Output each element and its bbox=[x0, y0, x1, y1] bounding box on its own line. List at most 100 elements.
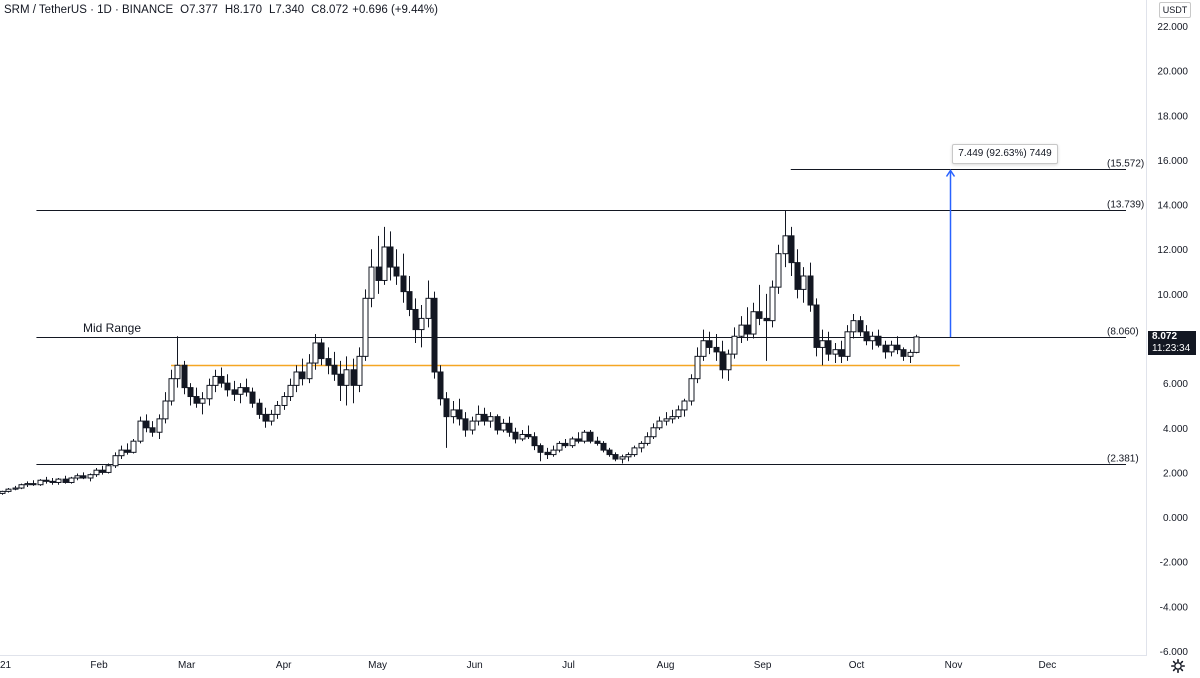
candle-body bbox=[581, 431, 588, 442]
candle-body bbox=[406, 291, 413, 310]
candle-body bbox=[343, 369, 350, 386]
gear-icon[interactable] bbox=[1171, 659, 1185, 673]
price-tick-label: 10.000 bbox=[1157, 290, 1188, 301]
candle-body bbox=[412, 308, 419, 331]
candle-body bbox=[262, 413, 269, 422]
time-tick-label: Sep bbox=[754, 660, 772, 671]
candle-body bbox=[168, 378, 175, 402]
price-tick-label: 4.000 bbox=[1163, 424, 1188, 435]
candle-body bbox=[788, 235, 795, 264]
candle-body bbox=[337, 373, 344, 386]
candle-body bbox=[237, 387, 244, 395]
candle-body bbox=[393, 266, 400, 277]
candle-body bbox=[606, 449, 613, 456]
last-price-tag: 8.072 11:23:34 bbox=[1148, 331, 1196, 355]
candle-body bbox=[137, 420, 144, 442]
candle-body bbox=[750, 311, 757, 335]
candle-body bbox=[80, 475, 87, 479]
candle-body bbox=[325, 358, 332, 366]
candle-body bbox=[763, 317, 770, 322]
candle-body bbox=[631, 447, 638, 456]
level-label: (15.572) bbox=[1107, 159, 1144, 170]
candle-body bbox=[719, 351, 726, 371]
candle-body bbox=[669, 416, 676, 420]
measure-label: 7.449 (92.63%) 7449 bbox=[952, 144, 1058, 164]
candle-body bbox=[650, 427, 657, 438]
candle-body bbox=[775, 253, 782, 288]
candle-body bbox=[475, 413, 482, 422]
candle-body bbox=[293, 371, 300, 386]
candle-body bbox=[663, 418, 670, 422]
candle-body bbox=[437, 371, 444, 400]
candle-body bbox=[212, 375, 219, 386]
candle-body bbox=[156, 418, 163, 433]
time-tick-label: Oct bbox=[849, 660, 865, 671]
candle-body bbox=[105, 465, 112, 473]
candle-body bbox=[882, 344, 889, 353]
time-tick-label: 21 bbox=[0, 660, 12, 671]
horizontal-levels: (15.572) (13.739) (8.060) (2.381) bbox=[36, 159, 1144, 465]
symbol-title[interactable]: SRM / TetherUS · 1D · BINANCE bbox=[4, 4, 174, 16]
candle-body bbox=[625, 454, 632, 458]
low-value: 7.340 bbox=[275, 4, 305, 16]
candle-body bbox=[769, 286, 776, 322]
candle-body bbox=[243, 387, 250, 393]
candle-body bbox=[494, 416, 501, 431]
candle-body bbox=[706, 340, 713, 348]
candle-body bbox=[537, 445, 544, 453]
change-value: +0.696 (+9.44%) bbox=[352, 4, 438, 16]
candle-body bbox=[800, 275, 807, 290]
time-axis[interactable]: 21 Feb Mar Apr May Jun Jul Aug Sep Oct Nov Dec bbox=[0, 660, 1056, 671]
price-tick-label: 12.000 bbox=[1157, 245, 1188, 256]
candle-body bbox=[387, 246, 394, 268]
candle-body bbox=[594, 440, 601, 444]
time-tick-label: Nov bbox=[945, 660, 963, 671]
candle-body bbox=[5, 488, 12, 492]
candle-body bbox=[149, 427, 156, 433]
candle-body bbox=[700, 340, 707, 357]
time-tick-label: Jun bbox=[467, 660, 483, 671]
candle-body bbox=[913, 336, 920, 353]
candle-body bbox=[37, 479, 44, 486]
level-label: (2.381) bbox=[1107, 454, 1139, 465]
candle-body bbox=[638, 442, 645, 449]
time-tick-label: May bbox=[368, 660, 387, 671]
candle-body bbox=[87, 474, 94, 479]
candle-body bbox=[30, 483, 37, 486]
open-label: O bbox=[180, 4, 190, 16]
candle-body bbox=[425, 297, 432, 319]
mid-range-label: Mid Range bbox=[83, 321, 141, 335]
candle-body bbox=[224, 382, 231, 391]
candle-body bbox=[487, 416, 494, 422]
candle-body bbox=[199, 398, 206, 404]
candle-body bbox=[907, 351, 914, 357]
candle-body bbox=[656, 420, 663, 429]
candle-body bbox=[844, 331, 851, 357]
candle-body bbox=[694, 355, 701, 380]
high-label: H bbox=[224, 4, 234, 16]
candle-body bbox=[74, 475, 81, 479]
candle-body bbox=[318, 342, 325, 360]
price-tick-label: 18.000 bbox=[1157, 111, 1188, 122]
bar-countdown: 11:23:34 bbox=[1152, 343, 1191, 354]
price-tick-label: 16.000 bbox=[1157, 156, 1188, 167]
candle-body bbox=[181, 364, 188, 389]
last-price: 8.072 bbox=[1152, 331, 1178, 342]
currency-button[interactable]: USDT bbox=[1159, 2, 1191, 18]
candle-body bbox=[857, 320, 864, 333]
candle-body bbox=[287, 384, 294, 398]
candle-body bbox=[863, 331, 870, 342]
candle-body bbox=[738, 324, 745, 337]
candle-body bbox=[118, 449, 125, 457]
candle-body bbox=[43, 479, 50, 482]
candle-body bbox=[206, 384, 213, 400]
price-tick-label: -6.000 bbox=[1160, 647, 1189, 658]
price-tick-label: 20.000 bbox=[1157, 67, 1188, 78]
candle-body bbox=[312, 342, 319, 364]
candle-body bbox=[481, 413, 488, 422]
candle-body bbox=[807, 275, 814, 306]
candle-body bbox=[512, 431, 519, 440]
low-label: L bbox=[268, 4, 276, 16]
candle-body bbox=[531, 436, 538, 447]
